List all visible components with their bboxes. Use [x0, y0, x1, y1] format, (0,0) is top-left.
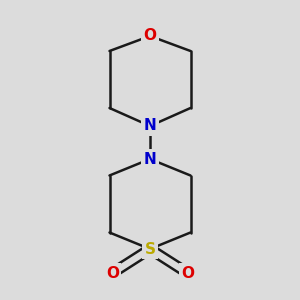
Text: N: N: [144, 152, 156, 166]
Text: S: S: [145, 242, 155, 256]
Text: O: O: [181, 266, 194, 280]
Text: N: N: [144, 118, 156, 134]
Text: O: O: [106, 266, 119, 280]
Text: O: O: [143, 28, 157, 44]
